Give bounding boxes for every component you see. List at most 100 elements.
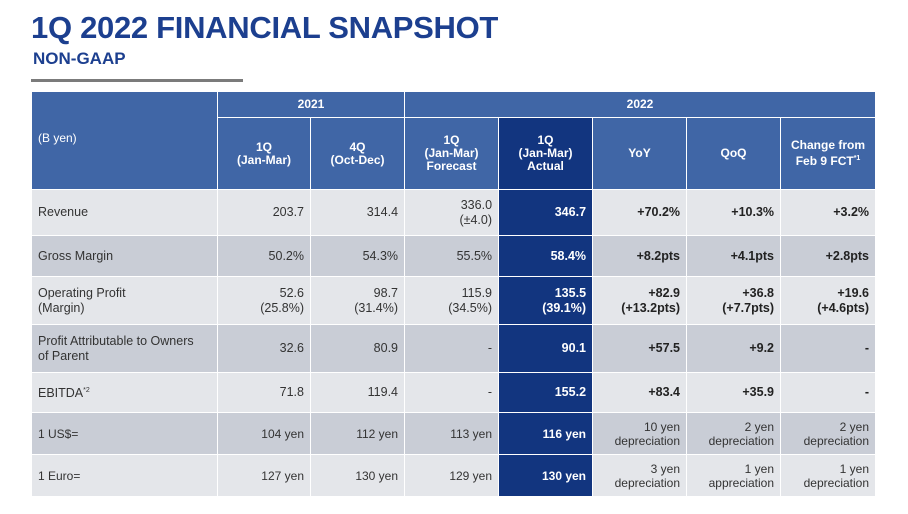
table-row-revenue: Revenue 203.7 314.4 336.0 (±4.0) 346.7 +…: [31, 189, 877, 236]
cell-qoq: +36.8 (+7.7pts): [686, 276, 782, 325]
row-label: Revenue: [31, 189, 218, 236]
row-label-line2: (Margin): [38, 300, 85, 315]
cell-qoq: +35.9: [686, 372, 782, 413]
cell-4q-2021: 98.7 (31.4%): [309, 276, 406, 325]
row-label: 1 Euro=: [31, 454, 218, 497]
cell-forecast: 55.5%: [404, 235, 500, 277]
col-header-4q-2021: 4Q (Oct-Dec): [309, 117, 406, 190]
col-header-forecast-label: Forecast: [426, 159, 477, 173]
cell-qoq: 1 yen appreciation: [686, 454, 782, 497]
cell-actual: 90.1: [498, 324, 594, 373]
cell-change: +19.6 (+4.6pts): [780, 276, 877, 325]
col-header-change-footnote: *1: [853, 155, 861, 162]
cell-change: +2.8pts: [780, 235, 877, 277]
cell-direction: appreciation: [708, 475, 775, 490]
cell-value: 3 yen: [650, 461, 681, 476]
col-header-actual-period: (Jan-Mar): [518, 146, 573, 160]
cell-1q-2021: 104 yen: [217, 412, 311, 455]
cell-actual: 135.5 (39.1%): [498, 276, 594, 325]
cell-4q-2021: 314.4: [309, 189, 406, 236]
cell-actual: 346.7: [498, 189, 594, 236]
cell-qoq: 2 yen depreciation: [686, 412, 782, 455]
page-subtitle: NON-GAAP: [33, 49, 126, 68]
table-row-gross-margin: Gross Margin 50.2% 54.3% 55.5% 58.4% +8.…: [31, 235, 877, 277]
cell-value: +82.9: [648, 285, 681, 300]
year-2021-header: 2021: [216, 91, 406, 118]
row-label: Gross Margin: [31, 235, 218, 277]
table-row-usd: 1 US$= 104 yen 112 yen 113 yen 116 yen 1…: [31, 412, 877, 455]
col-header-actual-quarter: 1Q: [537, 133, 554, 147]
cell-change: 2 yen depreciation: [780, 412, 877, 455]
cell-qoq: +9.2: [686, 324, 782, 373]
cell-direction: depreciation: [614, 475, 681, 490]
cell-yoy: 3 yen depreciation: [592, 454, 688, 497]
unit-label: (B yen): [31, 91, 218, 190]
col-header-change-line2: Feb 9 FCT: [795, 154, 854, 168]
cell-1q-2021: 50.2%: [217, 235, 311, 277]
cell-direction: depreciation: [708, 433, 775, 448]
page-title: 1Q 2022 FINANCIAL SNAPSHOT: [31, 10, 499, 45]
row-label-line1: Operating Profit: [38, 285, 126, 300]
cell-value: +19.6: [837, 285, 870, 300]
row-label: EBITDA*2: [31, 372, 218, 413]
cell-value: 1 yen: [839, 461, 870, 476]
cell-margin: (+4.6pts): [817, 300, 870, 315]
cell-forecast-value: 336.0: [460, 197, 493, 212]
cell-value: +36.8: [742, 285, 775, 300]
col-header-1q-2021: 1Q (Jan-Mar): [217, 117, 311, 190]
col-header-change-line1: Change from: [791, 138, 866, 152]
cell-actual: 155.2: [498, 372, 594, 413]
col-header-4q-2021-period: (Oct-Dec): [330, 152, 385, 167]
col-header-actual-label: Actual: [527, 159, 564, 173]
cell-1q-2021: 32.6: [217, 324, 311, 373]
cell-forecast: 129 yen: [404, 454, 500, 497]
col-header-1q-actual: 1Q (Jan-Mar) Actual: [498, 117, 594, 190]
cell-margin: (34.5%): [448, 300, 493, 315]
col-header-1q-forecast: 1Q (Jan-Mar) Forecast: [404, 117, 500, 190]
cell-1q-2021: 127 yen: [217, 454, 311, 497]
cell-direction: depreciation: [803, 475, 870, 490]
cell-qoq: +4.1pts: [686, 235, 782, 277]
cell-change: 1 yen depreciation: [780, 454, 877, 497]
row-label: Profit Attributable to Owners of Parent: [31, 324, 218, 373]
cell-1q-2021: 203.7: [217, 189, 311, 236]
cell-value: 98.7: [373, 285, 399, 300]
cell-actual: 116 yen: [498, 412, 594, 455]
cell-forecast: -: [404, 372, 500, 413]
cell-yoy: +8.2pts: [592, 235, 688, 277]
cell-value: 135.5: [554, 285, 587, 300]
cell-margin: (39.1%): [542, 300, 587, 315]
cell-value: 1 yen: [744, 461, 775, 476]
cell-yoy: +70.2%: [592, 189, 688, 236]
cell-value: 115.9: [461, 285, 493, 300]
cell-change: -: [780, 324, 877, 373]
cell-value: 2 yen: [839, 419, 870, 434]
cell-4q-2021: 54.3%: [309, 235, 406, 277]
cell-forecast: -: [404, 324, 500, 373]
cell-4q-2021: 130 yen: [309, 454, 406, 497]
cell-actual: 130 yen: [498, 454, 594, 497]
cell-margin: (+13.2pts): [621, 300, 681, 315]
cell-value: 52.6: [279, 285, 304, 300]
table-row-euro: 1 Euro= 127 yen 130 yen 129 yen 130 yen …: [31, 454, 877, 497]
row-label-text: EBITDA: [38, 386, 84, 401]
table-row-profit-attributable: Profit Attributable to Owners of Parent …: [31, 324, 877, 373]
table-row-ebitda: EBITDA*2 71.8 119.4 - 155.2 +83.4 +35.9 …: [31, 372, 877, 413]
cell-forecast-range: (±4.0): [459, 212, 493, 227]
cell-yoy: +57.5: [592, 324, 688, 373]
col-header-qoq: QoQ: [686, 117, 782, 190]
cell-1q-2021: 52.6 (25.8%): [217, 276, 311, 325]
cell-value: 2 yen: [744, 419, 775, 434]
cell-margin: (+7.7pts): [722, 300, 775, 315]
cell-margin: (25.8%): [260, 300, 304, 315]
cell-margin: (31.4%): [354, 300, 399, 315]
col-header-yoy: YoY: [592, 117, 688, 190]
cell-4q-2021: 112 yen: [309, 412, 406, 455]
col-header-forecast-period: (Jan-Mar): [424, 146, 479, 160]
col-header-1q-2021-quarter: 1Q: [255, 139, 272, 154]
cell-forecast: 115.9 (34.5%): [404, 276, 500, 325]
col-header-4q-2021-quarter: 4Q: [349, 139, 366, 154]
cell-forecast: 336.0 (±4.0): [404, 189, 500, 236]
cell-change: -: [780, 372, 877, 413]
cell-direction: depreciation: [803, 433, 870, 448]
